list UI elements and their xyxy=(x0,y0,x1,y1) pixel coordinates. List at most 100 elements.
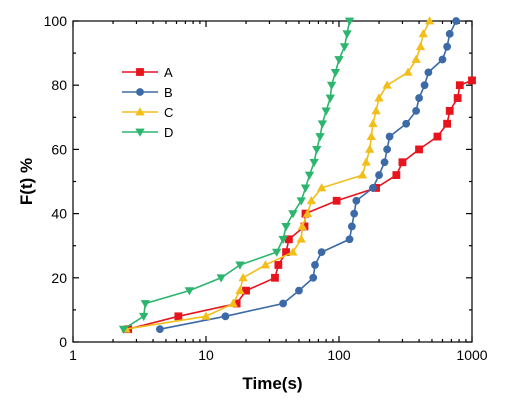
data-point-D xyxy=(334,56,344,65)
x-tick-label: 100 xyxy=(327,347,351,363)
data-point-D xyxy=(140,300,151,309)
data-point-B xyxy=(375,171,383,179)
data-point-C xyxy=(371,106,381,115)
legend-item-A: A xyxy=(122,65,173,80)
legend-label: D xyxy=(164,125,173,140)
data-point-B xyxy=(279,299,288,308)
data-point-A xyxy=(445,106,454,115)
data-point-A xyxy=(415,145,423,154)
data-point-C xyxy=(260,260,271,269)
legend-marker xyxy=(136,68,144,76)
data-point-C xyxy=(366,131,376,140)
series-C xyxy=(121,16,435,333)
data-point-D xyxy=(315,133,325,142)
data-point-B xyxy=(443,42,452,51)
data-point-C xyxy=(316,183,327,192)
data-point-A xyxy=(455,81,464,90)
data-point-D xyxy=(344,17,355,26)
series-D xyxy=(118,17,355,334)
data-point-C xyxy=(228,298,238,307)
legend-item-D: D xyxy=(122,125,173,140)
y-tick-label: 20 xyxy=(51,270,67,286)
data-point-C xyxy=(361,157,371,166)
data-point-C xyxy=(364,144,375,153)
x-tick-label: 1000 xyxy=(456,347,487,363)
data-point-D xyxy=(321,107,331,116)
data-point-C xyxy=(368,118,378,128)
y-tick-label: 40 xyxy=(51,206,67,222)
data-point-A xyxy=(392,171,401,179)
data-point-D xyxy=(184,287,195,296)
data-point-D xyxy=(296,197,306,206)
data-point-C xyxy=(418,29,428,38)
series-line-D xyxy=(123,20,351,330)
data-point-B xyxy=(309,273,318,282)
data-point-C xyxy=(296,234,306,243)
data-point-B xyxy=(415,94,423,102)
data-point-D xyxy=(304,171,315,180)
data-point-A xyxy=(332,196,341,205)
data-point-C xyxy=(238,273,248,282)
data-point-B xyxy=(369,184,377,192)
data-point-D xyxy=(288,210,298,219)
data-point-B xyxy=(352,196,361,205)
data-point-B xyxy=(420,81,429,90)
data-point-B xyxy=(445,29,454,38)
data-point-D xyxy=(118,325,129,334)
data-point-B xyxy=(438,55,447,64)
data-point-D xyxy=(342,30,352,39)
data-point-B xyxy=(385,132,394,141)
data-point-B xyxy=(402,119,411,128)
data-point-C xyxy=(382,80,392,89)
data-point-C xyxy=(288,247,298,256)
data-point-B xyxy=(452,17,461,25)
data-point-A xyxy=(468,76,476,85)
data-point-C xyxy=(415,41,426,51)
data-point-A xyxy=(274,261,283,269)
data-point-B xyxy=(424,68,433,77)
data-point-B xyxy=(383,145,392,154)
x-tick-label: 10 xyxy=(198,347,214,363)
data-point-D xyxy=(235,261,245,270)
data-point-B xyxy=(345,235,354,244)
plot-frame xyxy=(72,20,473,343)
data-point-C xyxy=(403,67,413,76)
data-point-A xyxy=(433,132,442,141)
data-point-B xyxy=(155,325,164,334)
data-point-D xyxy=(281,223,291,232)
data-point-A xyxy=(271,273,279,282)
axis-ticks xyxy=(72,20,473,343)
y-tick-label: 0 xyxy=(59,334,67,350)
data-point-C xyxy=(306,196,317,205)
data-point-C xyxy=(411,54,421,63)
data-point-A xyxy=(443,119,452,128)
data-point-D xyxy=(339,43,350,52)
data-point-A xyxy=(453,94,462,102)
y-tick-label: 100 xyxy=(44,13,68,29)
y-tick-label: 60 xyxy=(51,141,67,157)
data-point-C xyxy=(374,93,384,102)
data-point-D xyxy=(326,81,337,90)
data-point-D xyxy=(272,248,282,257)
legend-item-B: B xyxy=(122,85,173,100)
data-point-B xyxy=(295,286,303,295)
data-point-C xyxy=(235,285,245,295)
data-point-C xyxy=(424,16,435,25)
data-point-B xyxy=(347,222,356,231)
data-point-C xyxy=(201,311,211,320)
data-point-B xyxy=(317,248,326,257)
legend-label: A xyxy=(164,65,173,80)
legend-marker xyxy=(135,107,145,116)
data-point-D xyxy=(325,94,335,103)
data-point-D xyxy=(317,120,328,129)
data-point-C xyxy=(302,208,313,218)
x-tick-label: 1 xyxy=(69,347,77,363)
data-point-B xyxy=(350,209,359,218)
legend-label: B xyxy=(164,85,173,100)
data-point-D xyxy=(330,68,341,78)
legend-marker xyxy=(136,88,144,96)
data-point-C xyxy=(297,221,307,230)
data-point-A xyxy=(174,312,183,321)
data-point-D xyxy=(312,145,322,155)
